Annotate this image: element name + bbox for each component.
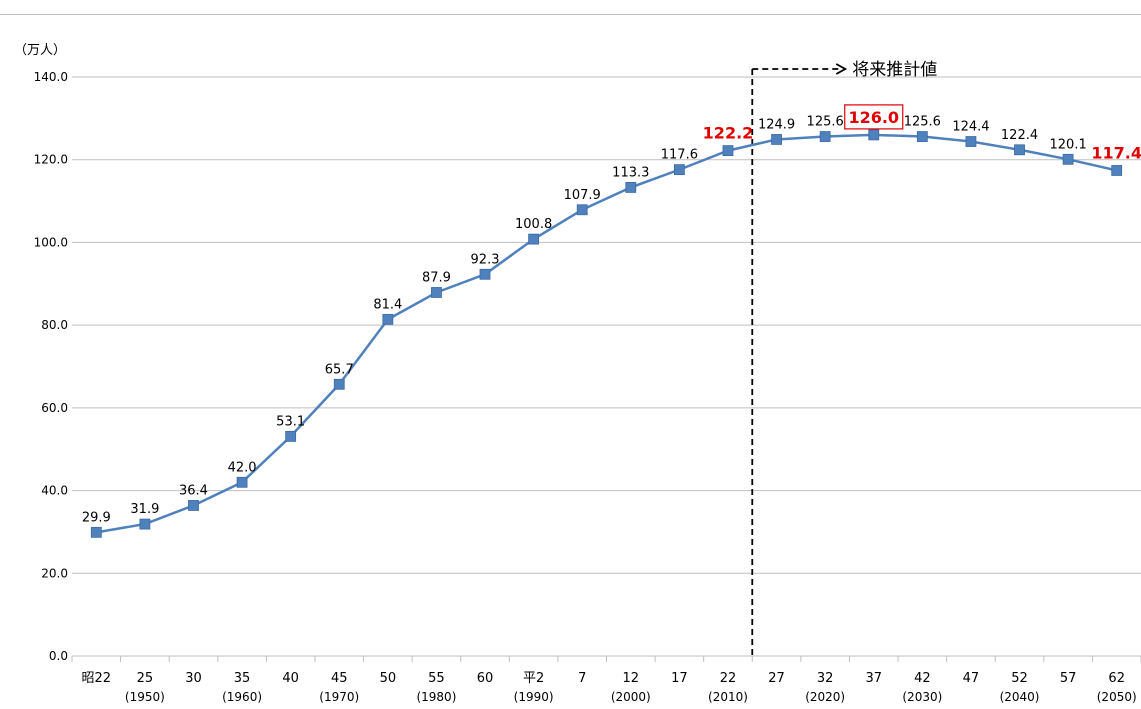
x-tick-label: 37 <box>865 671 882 686</box>
data-point <box>479 268 491 280</box>
data-label: 117.6 <box>661 148 698 163</box>
data-point <box>90 526 102 538</box>
x-tick-sublabel: (2020) <box>805 690 845 704</box>
series-population <box>90 129 1123 538</box>
y-tick-label: 120.0 <box>34 153 68 167</box>
data-label: 100.8 <box>515 217 552 232</box>
projection-label: 将来推計値 <box>852 60 937 80</box>
x-tick-sublabel: (1990) <box>514 690 554 704</box>
x-tick-label: 25 <box>137 671 154 686</box>
x-tick-label: 昭22 <box>82 671 112 686</box>
data-label: 122.4 <box>1001 128 1038 143</box>
top-border <box>0 14 1141 15</box>
data-point <box>431 287 442 298</box>
x-tick-label: 32 <box>817 671 834 686</box>
data-point <box>1062 153 1074 165</box>
data-label: 65.7 <box>325 362 354 377</box>
series-line <box>96 133 1117 534</box>
y-tick-label: 140.0 <box>34 70 68 84</box>
x-tick-label: 35 <box>234 671 251 686</box>
x-tick-label: 22 <box>720 671 737 686</box>
data-point <box>916 131 928 142</box>
x-tick-sublabel: (1950) <box>125 690 165 704</box>
x-tick-label: 12 <box>623 671 640 686</box>
y-tick-label: 80.0 <box>41 318 68 332</box>
data-label: 92.3 <box>471 252 500 267</box>
data-label: 126.0 <box>848 108 899 127</box>
data-label: 117.4 <box>1091 143 1141 162</box>
data-point <box>625 182 637 193</box>
data-label: 31.9 <box>130 502 159 517</box>
data-label: 107.9 <box>564 188 601 203</box>
data-point <box>673 164 685 176</box>
x-tick-label: 57 <box>1060 671 1077 686</box>
data-label: 36.4 <box>179 483 208 498</box>
x-tick-label: 7 <box>578 671 586 686</box>
data-label: 42.0 <box>228 460 257 475</box>
x-tick-label: 27 <box>768 671 785 686</box>
data-label: 120.1 <box>1050 137 1087 152</box>
data-label-box <box>844 104 904 130</box>
x-tick-label: 55 <box>428 671 445 686</box>
x-tick-sublabel: (1980) <box>416 690 456 704</box>
data-point <box>139 518 151 530</box>
y-tick-label: 40.0 <box>41 484 68 498</box>
data-point <box>868 129 880 141</box>
x-tick-label: 62 <box>1108 671 1125 686</box>
data-label: 124.9 <box>758 117 795 132</box>
data-label: 125.6 <box>807 115 844 130</box>
x-tick-sublabel: (2030) <box>902 690 942 704</box>
projection-annotation: 将来推計値 <box>751 60 937 656</box>
data-label: 122.2 <box>703 124 754 143</box>
x-tick-label: 50 <box>380 671 397 686</box>
x-tick-label: 52 <box>1011 671 1028 686</box>
x-tick-sublabel: (2040) <box>1000 690 1040 704</box>
data-point <box>771 134 782 145</box>
data-label: 124.4 <box>952 120 989 135</box>
data-point <box>285 430 297 442</box>
data-label: 125.6 <box>904 115 941 130</box>
x-tick-label: 30 <box>185 671 202 686</box>
data-point <box>382 313 394 325</box>
x-tick-labels: 昭22 25 (1950) 30 35 (1960) 40 45 (1970) 50 55 (1980… <box>82 671 1137 704</box>
data-point <box>722 145 734 157</box>
data-point <box>576 204 588 216</box>
data-label: 87.9 <box>422 270 451 285</box>
y-unit-label: （万人） <box>14 43 66 58</box>
data-point <box>188 500 199 511</box>
data-point <box>819 131 831 142</box>
y-tick-label: 60.0 <box>41 401 68 415</box>
data-point <box>965 136 977 147</box>
x-tick-label: 40 <box>282 671 299 686</box>
gridlines <box>71 76 1141 662</box>
x-tick-label: 60 <box>477 671 494 686</box>
data-point <box>528 233 540 245</box>
data-point <box>236 476 248 488</box>
x-tick-label: 17 <box>671 671 688 686</box>
x-tick-sublabel: (1970) <box>319 690 359 704</box>
data-point <box>333 378 345 390</box>
projection-arrow-head <box>835 63 848 75</box>
x-tick-label: 47 <box>963 671 980 686</box>
x-tick-label: 42 <box>914 671 931 686</box>
data-label: 81.4 <box>373 297 402 312</box>
data-labels: 29.9 31.9 36.4 42.0 53.1 65.7 81.4 87.9 92.3 100.… <box>82 104 1141 525</box>
data-label: 113.3 <box>612 165 649 180</box>
x-tick-sublabel: (1960) <box>222 690 262 704</box>
y-tick-labels: 0.0 20.0 40.0 60.0 80.0 100.0 120.0 140.0 <box>34 70 68 663</box>
data-label: 29.9 <box>82 510 111 525</box>
x-tick-sublabel: (2010) <box>708 690 748 704</box>
data-point <box>1014 144 1025 156</box>
data-label: 53.1 <box>276 414 305 429</box>
y-tick-label: 100.0 <box>34 235 68 249</box>
y-tick-label: 0.0 <box>49 649 68 663</box>
x-tick-label: 平2 <box>523 671 544 686</box>
x-tick-sublabel: (2050) <box>1097 690 1137 704</box>
x-tick-label: 45 <box>331 671 348 686</box>
y-tick-label: 20.0 <box>41 566 68 580</box>
x-tick-sublabel: (2000) <box>611 690 651 704</box>
data-point <box>1111 165 1123 176</box>
